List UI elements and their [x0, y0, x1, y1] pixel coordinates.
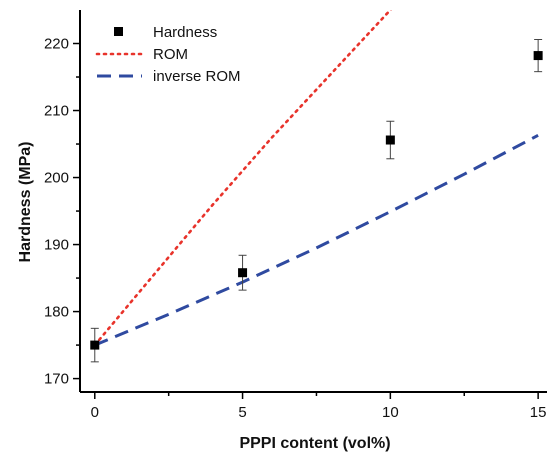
y-tick-label: 220: [44, 36, 69, 53]
x-tick-label: 10: [382, 404, 399, 421]
y-tick-label: 180: [44, 304, 69, 321]
legend-marker-hardness: [114, 27, 123, 36]
x-tick-label: 15: [530, 404, 547, 421]
y-tick-label: 210: [44, 103, 69, 120]
legend-label-0: Hardness: [153, 24, 217, 41]
axes: 0 5 10 15 170 180 190 200 210 220: [44, 10, 547, 421]
x-axis-title: PPPI content (vol%): [239, 435, 390, 452]
legend-label-2: inverse ROM: [153, 68, 241, 85]
y-tick-label: 200: [44, 170, 69, 187]
data-point: [238, 268, 248, 278]
y-tick-label: 190: [44, 237, 69, 254]
series-line-1: [93, 10, 393, 347]
x-tick-label: 0: [91, 404, 99, 421]
data-point: [90, 340, 100, 350]
y-tick-label: 170: [44, 371, 69, 388]
series-line-2: [94, 133, 539, 347]
data-point: [533, 51, 543, 61]
plot-area: [90, 10, 543, 363]
legend: Hardness ROM inverse ROM: [95, 24, 241, 85]
legend-label-1: ROM: [153, 46, 188, 63]
x-tick-label: 5: [238, 404, 246, 421]
y-axis-title: Hardness (MPa): [17, 142, 34, 263]
data-point: [385, 135, 395, 145]
